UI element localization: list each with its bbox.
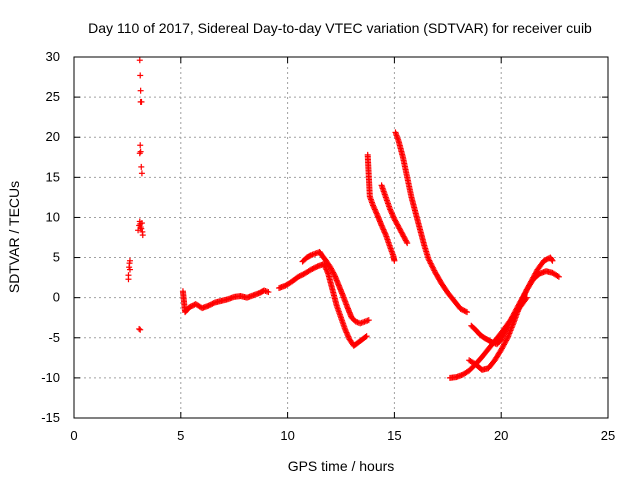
- data-point: [548, 256, 555, 263]
- data-point: [126, 266, 133, 273]
- data-point: [372, 207, 379, 214]
- data-point: [388, 209, 395, 216]
- data-point: [322, 263, 329, 270]
- x-tick-label: 25: [601, 428, 615, 443]
- y-tick-label: 30: [46, 49, 60, 64]
- data-point: [138, 170, 145, 177]
- axis-ticks: 0 5 10 15 20 25 -15 -10 -5 0 5 10 15 20 25 30: [41, 49, 615, 443]
- data-point: [323, 267, 330, 274]
- data-point: [323, 266, 330, 273]
- data-point: [363, 333, 370, 340]
- data-points: [125, 57, 562, 381]
- data-point: [343, 329, 350, 336]
- data-point: [138, 225, 145, 232]
- data-point: [381, 227, 388, 234]
- data-point: [389, 211, 396, 218]
- data-point: [370, 203, 377, 210]
- y-tick-label: -10: [41, 370, 60, 385]
- data-point: [371, 205, 378, 212]
- y-axis-title: SDTVAR / TECUs: [6, 181, 22, 293]
- y-tick-label: 0: [53, 290, 60, 305]
- data-point: [387, 206, 394, 213]
- data-point: [379, 223, 386, 230]
- data-point: [371, 206, 378, 213]
- data-point: [555, 273, 562, 280]
- data-point: [365, 317, 372, 324]
- data-point: [345, 333, 352, 340]
- x-tick-label: 0: [70, 428, 77, 443]
- data-point: [362, 333, 369, 340]
- y-tick-label: 10: [46, 209, 60, 224]
- y-tick-label: 20: [46, 129, 60, 144]
- data-point: [390, 214, 397, 221]
- data-point: [380, 226, 387, 233]
- y-tick-label: 25: [46, 89, 60, 104]
- data-point: [503, 336, 510, 343]
- x-tick-label: 15: [387, 428, 401, 443]
- data-point: [330, 270, 337, 277]
- data-point: [322, 265, 329, 272]
- x-axis-title: GPS time / hours: [288, 458, 395, 474]
- y-tick-label: 5: [53, 250, 60, 265]
- y-tick-label: -15: [41, 410, 60, 425]
- data-point: [403, 238, 410, 245]
- data-point: [136, 57, 143, 64]
- data-point: [342, 326, 349, 333]
- data-point: [265, 289, 272, 296]
- data-point: [324, 269, 331, 276]
- x-tick-label: 10: [280, 428, 294, 443]
- data-point: [373, 209, 380, 216]
- data-point: [344, 330, 351, 337]
- data-point: [137, 142, 144, 149]
- y-tick-label: 15: [46, 169, 60, 184]
- data-point: [126, 257, 133, 264]
- data-point: [554, 273, 561, 280]
- data-point: [379, 225, 386, 232]
- data-point: [549, 257, 556, 264]
- data-point: [390, 213, 397, 220]
- data-point: [344, 332, 351, 339]
- data-point: [373, 210, 380, 217]
- grid-lines: [74, 57, 608, 418]
- data-point: [125, 272, 132, 279]
- y-tick-label: -5: [48, 330, 60, 345]
- data-point: [342, 328, 349, 335]
- data-point: [462, 308, 469, 315]
- data-point: [135, 227, 142, 234]
- x-tick-label: 20: [494, 428, 508, 443]
- data-point: [139, 232, 146, 239]
- data-point: [137, 148, 144, 155]
- data-point: [138, 98, 145, 105]
- data-point: [404, 240, 411, 247]
- data-point: [136, 325, 143, 332]
- data-point: [391, 257, 398, 264]
- data-point: [138, 163, 145, 170]
- chart-title: Day 110 of 2017, Sidereal Day-to-day VTE…: [88, 20, 592, 36]
- data-point: [138, 220, 145, 227]
- data-point: [388, 210, 395, 217]
- data-point: [387, 207, 394, 214]
- data-point: [137, 326, 144, 333]
- data-point: [137, 72, 144, 79]
- data-point: [464, 309, 471, 316]
- plot-frame: [73, 56, 609, 419]
- data-point: [370, 202, 377, 209]
- data-point: [378, 222, 385, 229]
- data-point: [137, 87, 144, 94]
- data-point: [382, 230, 389, 237]
- data-point: [381, 229, 388, 236]
- x-tick-label: 5: [177, 428, 184, 443]
